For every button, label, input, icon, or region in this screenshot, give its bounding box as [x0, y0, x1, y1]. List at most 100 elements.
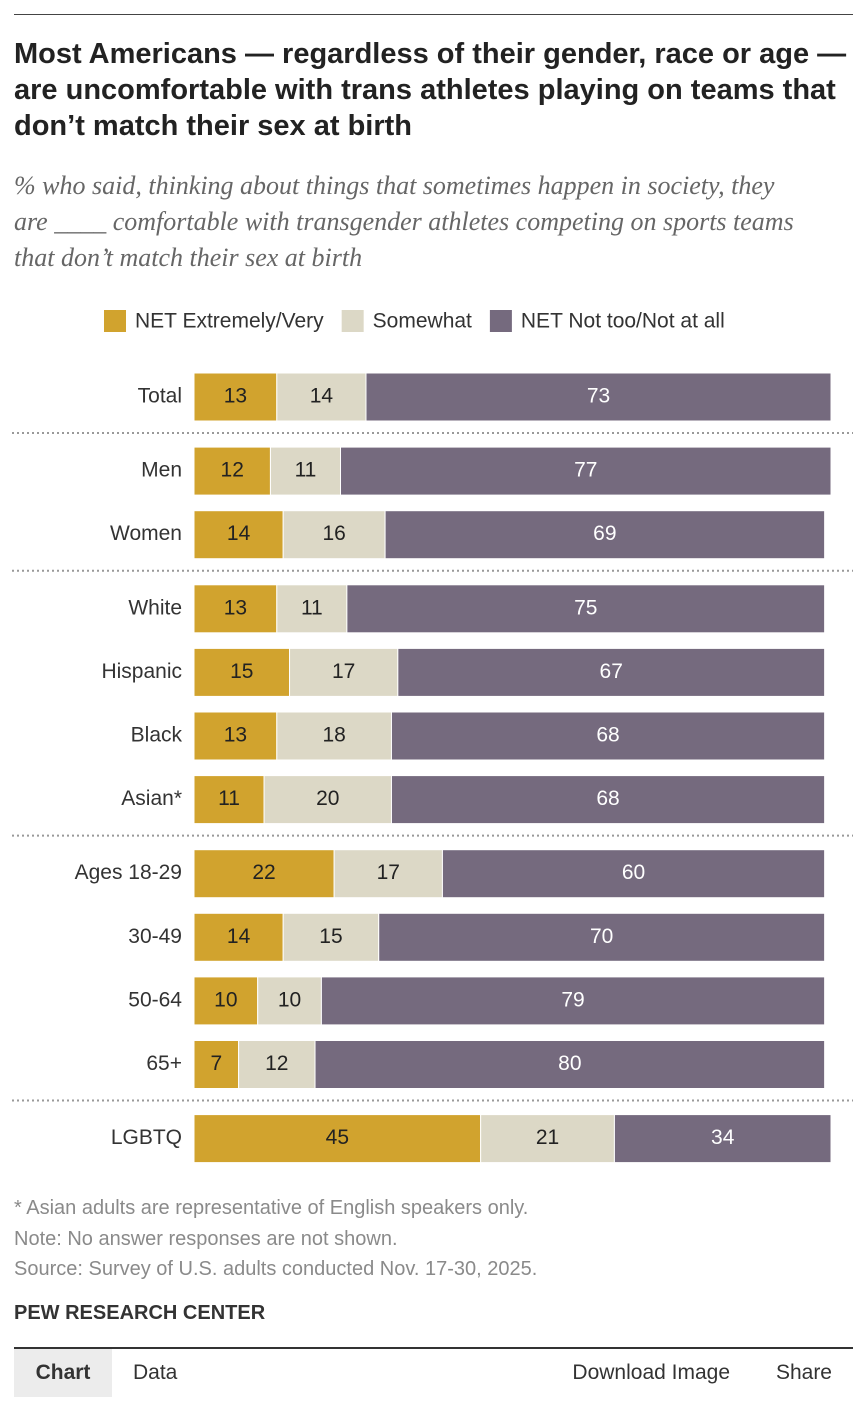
value-label: 11	[218, 787, 240, 810]
bar-segment	[193, 510, 284, 560]
tab-chart[interactable]: Chart	[14, 1349, 112, 1397]
category-label: 30-49	[128, 925, 182, 948]
bar-segment	[390, 711, 826, 761]
category-label: Black	[131, 724, 183, 747]
bar-segment	[282, 510, 386, 560]
category-label: Total	[138, 385, 182, 408]
bar-segment	[193, 584, 278, 634]
value-label: 16	[322, 522, 345, 545]
category-label: White	[128, 596, 182, 619]
bar-segment	[269, 446, 342, 496]
value-label: 7	[210, 1052, 222, 1075]
category-label: 65+	[146, 1052, 182, 1075]
bar-segment	[320, 976, 826, 1026]
value-label: 11	[295, 459, 317, 482]
value-label: 17	[377, 861, 400, 884]
value-label: 12	[221, 459, 244, 482]
download-button[interactable]: Download Image	[572, 1361, 730, 1384]
value-label: 14	[227, 925, 251, 948]
bar-segment	[333, 849, 443, 899]
bar-segment	[441, 849, 826, 899]
legend-label: Somewhat	[373, 310, 472, 333]
value-label: 14	[227, 522, 251, 545]
value-label: 80	[558, 1052, 581, 1075]
value-label: 15	[230, 660, 253, 683]
value-label: 17	[332, 660, 355, 683]
bar-segment	[346, 584, 826, 634]
tab-data[interactable]: Data	[133, 1361, 178, 1384]
value-label: 13	[224, 596, 247, 619]
value-label: 10	[214, 988, 237, 1011]
brand: PEW RESEARCH CENTER	[14, 1302, 266, 1324]
bar-segment	[193, 1114, 482, 1164]
value-label: 68	[596, 787, 619, 810]
category-label: Asian*	[121, 787, 182, 810]
value-label: 11	[301, 596, 323, 619]
value-label: 70	[590, 925, 613, 948]
category-label: 50-64	[128, 988, 182, 1011]
value-label: 75	[574, 596, 597, 619]
value-label: 73	[587, 385, 610, 408]
value-label: 10	[278, 988, 301, 1011]
chart: NET Extremely/Very Somewhat NET Not too/No…	[12, 310, 853, 1164]
category-label: LGBTQ	[111, 1126, 182, 1149]
bar-segment	[193, 446, 271, 496]
bar-segment	[340, 446, 832, 496]
value-label: 13	[224, 724, 247, 747]
bar-segment	[238, 1040, 316, 1089]
value-label: 68	[596, 724, 619, 747]
value-label: 45	[326, 1126, 349, 1149]
value-label: 77	[574, 459, 597, 482]
value-label: 18	[322, 724, 345, 747]
chart-title: Most Americans — regardless of their gen…	[14, 38, 847, 142]
footnote: * Asian adults are representative of Eng…	[14, 1197, 529, 1219]
top-rule	[14, 14, 853, 15]
note: Note: No answer responses are not shown.	[14, 1228, 398, 1250]
value-label: 12	[265, 1052, 288, 1075]
bar-segment	[314, 1040, 826, 1089]
bar-segment	[480, 1114, 615, 1164]
category-label: Ages 18-29	[75, 861, 182, 884]
bar-segment	[193, 775, 265, 825]
bar-segment	[397, 647, 826, 697]
bar-segment	[613, 1114, 832, 1164]
bar-segment	[193, 976, 259, 1026]
value-label: 79	[561, 988, 584, 1011]
bar-segment	[193, 912, 284, 962]
category-label: Hispanic	[101, 660, 182, 683]
legend-swatch	[341, 310, 364, 332]
source: Source: Survey of U.S. adults conducted …	[14, 1258, 538, 1280]
value-label: 14	[310, 385, 334, 408]
bar-segment	[276, 372, 367, 422]
value-label: 69	[593, 522, 616, 545]
bar-segment	[193, 647, 291, 697]
bar-segment	[378, 912, 826, 962]
value-label: 20	[316, 787, 339, 810]
share-button[interactable]: Share	[775, 1361, 832, 1384]
bar-segment	[282, 912, 380, 962]
bar-segment	[276, 584, 348, 634]
bar-segment	[390, 775, 826, 825]
bar-segment	[276, 711, 392, 761]
category-label: Men	[141, 459, 182, 482]
bar-segment	[263, 775, 392, 825]
chart-subtitle: % who said, thinking about things that s…	[14, 171, 794, 272]
value-label: 60	[622, 861, 645, 884]
value-label: 34	[711, 1126, 735, 1149]
legend-swatch	[104, 310, 126, 332]
bar-segment	[289, 647, 399, 697]
value-label: 67	[600, 660, 623, 683]
value-label: 13	[224, 385, 247, 408]
category-label: Women	[110, 522, 182, 545]
bar-segment	[384, 510, 826, 560]
value-label: 21	[536, 1126, 559, 1149]
tab-rule	[14, 1347, 853, 1349]
bar-segment	[365, 372, 832, 422]
bar-segment	[193, 849, 335, 899]
legend-label: NET Extremely/Very	[135, 310, 324, 333]
value-label: 22	[252, 861, 275, 884]
legend-label: NET Not too/Not at all	[521, 310, 725, 333]
bar-segment	[193, 1040, 240, 1089]
legend-swatch	[489, 310, 512, 332]
